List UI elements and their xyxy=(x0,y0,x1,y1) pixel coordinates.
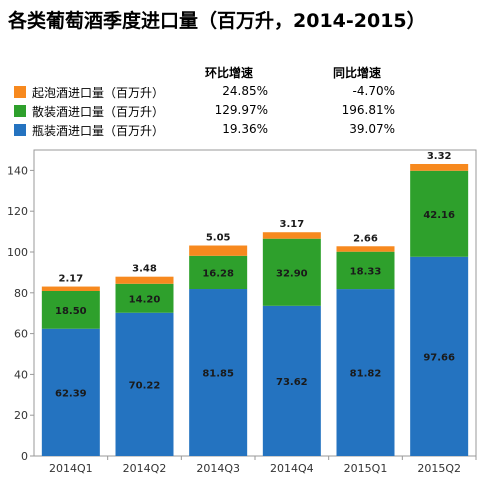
bar-sparkling-2014Q4 xyxy=(262,232,321,239)
legend-yoy-sparkling: -4.70% xyxy=(352,84,395,98)
bar-sparkling-2015Q1 xyxy=(336,246,395,252)
data-label-bottled: 73.62 xyxy=(276,377,308,388)
data-label-bulk: 18.50 xyxy=(55,306,87,317)
legend-item-sparkling: 起泡酒进口量（百万升） 24.85% -4.70% xyxy=(14,83,484,101)
bar-bottled-2014Q2 xyxy=(115,312,174,456)
data-label-sparkling: 3.48 xyxy=(132,264,157,275)
bar-bulk-2015Q2 xyxy=(410,170,469,257)
legend-qoq-bulk: 129.97% xyxy=(214,103,268,117)
x-tick-label: 2014Q1 xyxy=(49,462,93,475)
data-label-bottled: 97.66 xyxy=(423,352,455,363)
bar-bulk-2014Q2 xyxy=(115,283,174,313)
bar-bulk-2014Q4 xyxy=(262,238,321,306)
x-tick-label: 2014Q3 xyxy=(196,462,240,475)
y-tick-label: 0 xyxy=(21,450,28,463)
data-label-sparkling: 2.17 xyxy=(58,274,83,285)
y-tick-label: 60 xyxy=(14,328,28,341)
data-label-bottled: 70.22 xyxy=(129,380,161,391)
legend-label-bottled: 瓶装酒进口量（百万升） xyxy=(32,124,165,138)
x-tick-label: 2014Q2 xyxy=(123,462,167,475)
legend-header-yoy: 同比增速 xyxy=(333,66,382,80)
legend-item-bottled: 瓶装酒进口量（百万升） 19.36% 39.07% xyxy=(14,121,484,139)
bar-sparkling-2015Q2 xyxy=(410,163,469,171)
bar-bottled-2015Q1 xyxy=(336,289,395,456)
y-tick-label: 40 xyxy=(14,368,28,381)
x-tick-label: 2015Q1 xyxy=(344,462,388,475)
data-label-bulk: 32.90 xyxy=(276,268,308,279)
bar-sparkling-2014Q3 xyxy=(189,245,248,256)
bar-bulk-2015Q1 xyxy=(336,251,395,290)
bar-bulk-2014Q3 xyxy=(189,255,248,290)
y-tick-label: 120 xyxy=(7,205,28,218)
legend-header-qoq: 环比增速 xyxy=(205,66,254,80)
data-label-bottled: 81.85 xyxy=(202,369,234,380)
data-label-sparkling: 5.05 xyxy=(206,233,231,244)
data-label-bulk: 16.28 xyxy=(202,268,234,279)
y-tick-label: 140 xyxy=(7,164,28,177)
bar-bottled-2014Q4 xyxy=(262,305,321,456)
bar-sparkling-2014Q1 xyxy=(41,286,100,291)
legend-item-bulk: 散装酒进口量（百万升） 129.97% 196.81% xyxy=(14,102,484,120)
data-label-bottled: 62.39 xyxy=(55,388,87,399)
chart-title: 各类葡萄酒季度进口量（百万升，2014-2015） xyxy=(8,10,426,32)
data-label-bulk: 42.16 xyxy=(423,210,455,221)
legend-qoq-sparkling: 24.85% xyxy=(222,84,268,98)
legend-qoq-bottled: 19.36% xyxy=(222,122,268,136)
legend-swatch-bulk xyxy=(14,105,26,117)
x-tick-label: 2015Q2 xyxy=(417,462,461,475)
data-label-bulk: 14.20 xyxy=(129,294,161,305)
bar-bottled-2015Q2 xyxy=(410,256,469,456)
bar-sparkling-2014Q2 xyxy=(115,276,174,284)
y-tick-label: 20 xyxy=(14,409,28,422)
data-label-sparkling: 3.32 xyxy=(427,151,452,162)
data-label-bottled: 81.82 xyxy=(350,369,382,380)
y-tick-label: 80 xyxy=(14,287,28,300)
bar-bottled-2014Q1 xyxy=(41,328,100,456)
legend-label-bulk: 散装酒进口量（百万升） xyxy=(32,105,165,119)
legend-yoy-bottled: 39.07% xyxy=(349,122,395,136)
legend-label-sparkling: 起泡酒进口量（百万升） xyxy=(32,86,165,100)
bar-bottled-2014Q3 xyxy=(189,289,248,456)
legend-swatch-sparkling xyxy=(14,86,26,98)
y-tick-label: 100 xyxy=(7,246,28,259)
data-label-sparkling: 2.66 xyxy=(353,233,378,244)
plot-frame xyxy=(33,149,477,457)
data-label-sparkling: 3.17 xyxy=(279,219,304,230)
bar-bulk-2014Q1 xyxy=(41,290,100,329)
x-tick-label: 2014Q4 xyxy=(270,462,314,475)
legend-yoy-bulk: 196.81% xyxy=(341,103,395,117)
legend-swatch-bottled xyxy=(14,124,26,136)
data-label-bulk: 18.33 xyxy=(350,266,382,277)
